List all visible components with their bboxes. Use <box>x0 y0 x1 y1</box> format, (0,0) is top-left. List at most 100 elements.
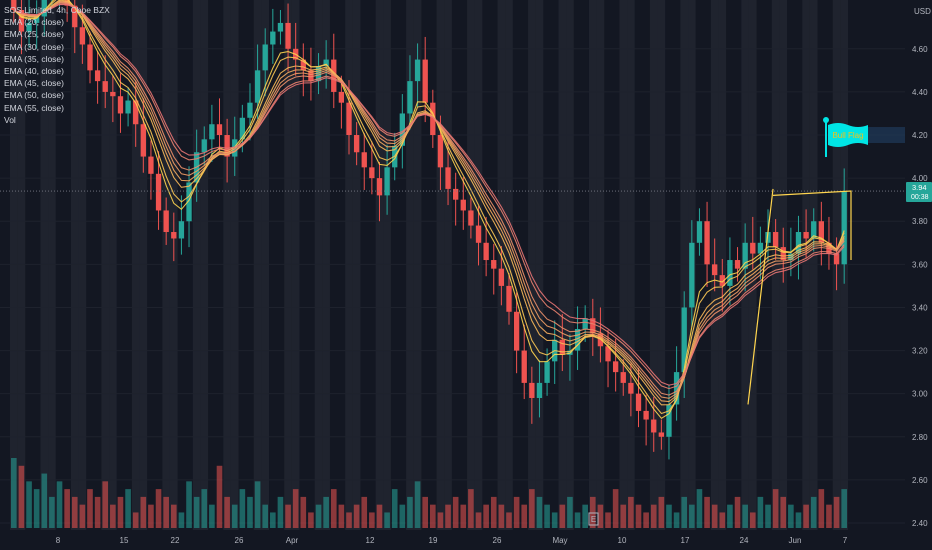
session-band <box>253 0 262 530</box>
volume-bar <box>513 496 520 528</box>
drawings[interactable]: Bull Flag <box>0 117 905 405</box>
session-band <box>17 0 26 530</box>
candle-body <box>308 70 314 82</box>
candle-body <box>712 264 718 276</box>
volume-bar <box>231 504 238 528</box>
session-band <box>352 0 361 530</box>
candle-body <box>18 10 25 32</box>
volume-bar <box>795 512 802 528</box>
time-axis[interactable]: 8 15 22 26 Apr 12 19 26 May 10 17 24 Jun 7 E <box>56 512 848 545</box>
session-band <box>101 0 110 530</box>
legend-vol[interactable]: Vol <box>4 114 16 125</box>
volume-bar <box>628 496 634 528</box>
ema-line-25 <box>13 0 845 415</box>
volume-bar <box>262 504 269 528</box>
volume-bar <box>635 504 642 528</box>
candle-body <box>620 372 626 383</box>
volume-bar <box>734 496 741 528</box>
candle-body <box>666 404 672 437</box>
candle-body <box>285 22 291 49</box>
volume-bar <box>445 504 451 528</box>
candle-body <box>529 382 535 398</box>
volume-bar <box>369 512 375 528</box>
volume-bar <box>810 496 817 528</box>
volume-bar <box>79 504 86 528</box>
candle-body <box>422 59 428 103</box>
candle-body <box>765 232 771 243</box>
session-band <box>619 0 628 530</box>
session-band <box>680 0 689 530</box>
volume-bar <box>437 512 444 528</box>
legend-ema-25[interactable]: EMA (25, close) <box>4 29 64 40</box>
candle-body <box>323 59 329 67</box>
session-band <box>109 0 117 530</box>
candle-body <box>79 27 86 45</box>
volume-bar <box>765 504 771 528</box>
volume-bar <box>94 496 101 528</box>
currency-label: USD <box>914 7 931 16</box>
candle-body <box>445 167 451 189</box>
candle-body <box>171 232 177 239</box>
volume-bar <box>201 489 208 528</box>
volume-bar <box>285 504 291 528</box>
volume-bar <box>673 512 680 528</box>
candle-body <box>841 191 847 265</box>
volume-bar <box>33 489 40 528</box>
volume-bar <box>544 504 550 528</box>
session-band <box>230 0 239 530</box>
volume-bar <box>247 496 253 528</box>
x-tick-label: 26 <box>493 536 502 545</box>
volume-bar <box>407 496 413 528</box>
legend-ema-50[interactable]: EMA (50, close) <box>4 90 64 101</box>
candle-body <box>11 0 17 11</box>
volume-bar <box>826 504 832 528</box>
candle-body <box>300 59 306 71</box>
candle-body <box>384 167 390 196</box>
session-band <box>627 0 635 530</box>
y-tick-label: 4.00 <box>912 174 928 183</box>
flag-channel-line <box>772 190 852 261</box>
legend-symbol[interactable]: SOS Limited, 4h, Cboe BZX <box>4 5 110 15</box>
candle-body <box>437 135 444 168</box>
candle-body <box>201 139 207 153</box>
volume-bar <box>391 489 398 528</box>
price-axis[interactable]: USD 4.60 4.40 4.20 4.00 3.80 3.60 3.40 3.20 3.00 2… <box>906 7 932 528</box>
candle-body <box>452 188 459 200</box>
y-tick-label: 3.60 <box>912 260 928 269</box>
legend-ema-55[interactable]: EMA (55, close) <box>4 102 64 113</box>
volume-bar <box>330 489 337 528</box>
legend-ema-30[interactable]: EMA (30, close) <box>4 41 64 52</box>
candle-body <box>239 117 246 140</box>
candle-body <box>133 100 139 125</box>
candle-body <box>87 44 93 71</box>
volume-bar <box>353 504 360 528</box>
x-tick-label: 12 <box>366 536 375 545</box>
volume-bar <box>772 489 779 528</box>
candle-body <box>254 70 261 103</box>
session-band <box>649 0 658 530</box>
volume-bar <box>506 512 512 528</box>
session-band <box>40 0 49 530</box>
volume-bar <box>574 512 581 528</box>
volume-bar <box>193 496 200 528</box>
legend-ema-45[interactable]: EMA (45, close) <box>4 78 64 89</box>
volume-bar <box>422 496 428 528</box>
session-band <box>436 0 445 530</box>
volume-bar <box>589 496 596 528</box>
session-band <box>802 0 810 530</box>
legend-ema-35[interactable]: EMA (35, close) <box>4 53 64 64</box>
session-band <box>131 0 140 530</box>
candle-body <box>658 432 665 437</box>
session-band <box>291 0 300 530</box>
legend-ema-40[interactable]: EMA (40, close) <box>4 66 64 77</box>
session-band <box>413 0 422 530</box>
legend-ema-20[interactable]: EMA (20, close) <box>4 17 64 28</box>
session-band <box>528 0 536 530</box>
candle-body <box>186 182 192 222</box>
x-tick-label: 24 <box>740 536 749 545</box>
candle-body <box>727 260 733 286</box>
session-band <box>558 0 567 530</box>
volume-bar <box>612 489 619 528</box>
candle-body <box>483 242 489 261</box>
